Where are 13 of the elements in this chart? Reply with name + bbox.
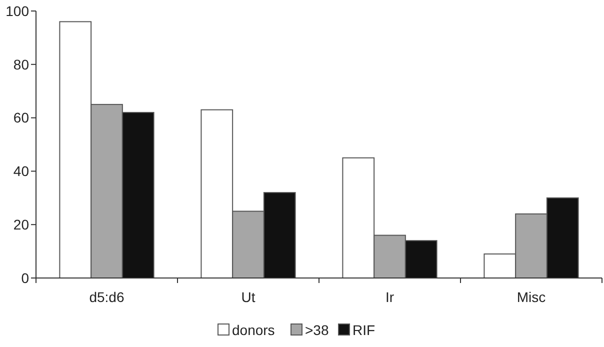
y-tick-label: 100 [6, 2, 30, 19]
legend-label: >38 [305, 322, 329, 338]
y-tick-label: 0 [21, 270, 30, 286]
legend-label: donors [232, 322, 275, 338]
y-tick-label: 80 [13, 56, 30, 72]
legend-label: RIF [352, 322, 376, 338]
y-tick-label: 40 [13, 163, 30, 180]
x-tick-label: Ir [385, 289, 394, 305]
y-tick-label: 60 [13, 110, 30, 126]
x-tick-label: Misc [516, 289, 546, 305]
x-tick-label: d5:d6 [89, 289, 124, 305]
y-tick-label: 20 [13, 216, 30, 232]
x-tick-label: Ut [241, 289, 256, 305]
